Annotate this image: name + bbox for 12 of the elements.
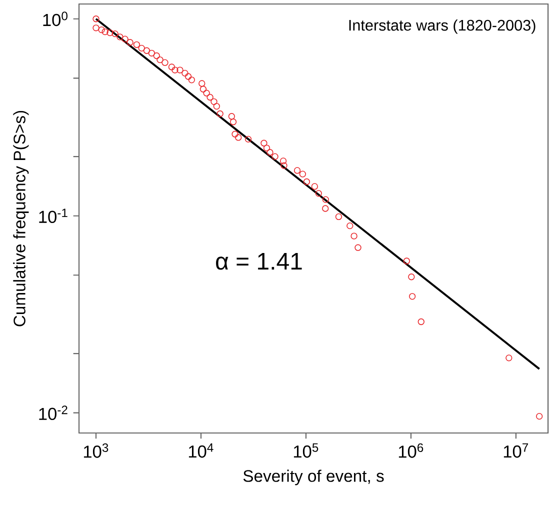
x-tick-label: 10$^{5}$ — [294, 443, 318, 458]
annotation: α = 1.41 — [216, 253, 302, 270]
x-axis-title: Severity of event, s — [243, 470, 384, 486]
y-axis-title: Cumulative frequency P(S>s) — [13, 110, 29, 326]
x-tick-label: 10$^{3}$ — [84, 443, 108, 458]
x-tick-label: 10$^{6}$ — [398, 443, 424, 458]
annotation: Interstate wars (1820-2003) — [349, 19, 536, 34]
y-tick-label: 10$^{-2}$ — [39, 406, 68, 420]
x-tick-label: 10$^{4}$ — [188, 443, 214, 458]
x-tick-label: 10$^{7}$ — [504, 443, 528, 458]
y-tick-label: 10$^{0}$ — [43, 12, 68, 26]
y-tick-label: 10$^{-1}$ — [39, 208, 68, 224]
